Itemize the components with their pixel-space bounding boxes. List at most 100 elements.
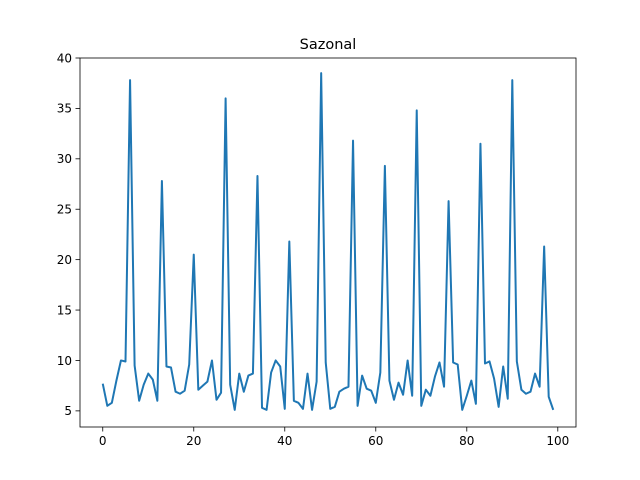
x-tick-label: 60: [368, 434, 383, 448]
data-point: [520, 389, 522, 391]
data-point: [370, 390, 372, 392]
data-point: [316, 381, 318, 383]
data-point: [161, 180, 163, 182]
data-point: [366, 388, 368, 390]
data-point: [106, 405, 108, 407]
data-point: [288, 240, 290, 242]
data-point: [206, 381, 208, 383]
data-point: [484, 362, 486, 364]
data-point: [279, 366, 281, 368]
data-point: [261, 407, 263, 409]
data-point: [452, 361, 454, 363]
x-tick-label: 40: [277, 434, 292, 448]
data-point: [493, 378, 495, 380]
data-point: [357, 405, 359, 407]
data-point: [420, 405, 422, 407]
data-point: [361, 375, 363, 377]
data-point: [516, 360, 518, 362]
data-point: [466, 395, 468, 397]
data-point: [343, 388, 345, 390]
data-point: [238, 373, 240, 375]
data-point: [256, 175, 258, 177]
data-point: [443, 386, 445, 388]
data-point: [115, 380, 117, 382]
axis-ticks: 0 20 40 60 80 100 5 10 15 20 25 30 35 40: [57, 51, 570, 448]
x-tick-label: 80: [459, 434, 474, 448]
data-point: [216, 399, 218, 401]
data-point: [448, 200, 450, 202]
data-point: [525, 393, 527, 395]
data-point: [498, 406, 500, 408]
data-point: [434, 376, 436, 378]
y-tick-label: 20: [57, 253, 72, 267]
data-point: [120, 359, 122, 361]
data-point: [384, 165, 386, 167]
data-point: [311, 409, 313, 411]
data-point: [338, 391, 340, 393]
data-point: [188, 363, 190, 365]
data-point: [247, 375, 249, 377]
data-point: [143, 384, 145, 386]
data-point: [320, 72, 322, 74]
data-point: [243, 391, 245, 393]
data-point: [302, 408, 304, 410]
x-tick-label: 100: [546, 434, 569, 448]
y-tick-label: 10: [57, 354, 72, 368]
data-point: [134, 365, 136, 367]
data-point: [152, 379, 154, 381]
data-point: [234, 409, 236, 411]
data-point: [293, 400, 295, 402]
series-line-0: [101, 72, 555, 411]
data-point: [511, 79, 513, 81]
data-point: [388, 380, 390, 382]
data-point: [334, 406, 336, 408]
chart-title: Sazonal: [300, 37, 357, 53]
data-point: [220, 392, 222, 394]
data-point: [461, 409, 463, 411]
data-point: [352, 140, 354, 142]
data-point: [102, 383, 104, 385]
x-tick-label: 0: [99, 434, 107, 448]
data-point: [156, 400, 158, 402]
y-tick-label: 5: [64, 404, 72, 418]
data-point: [193, 254, 195, 256]
data-point: [470, 380, 472, 382]
y-tick-label: 30: [57, 152, 72, 166]
data-point: [552, 409, 554, 411]
data-point: [379, 372, 381, 374]
data-point: [284, 408, 286, 410]
y-tick-label: 25: [57, 203, 72, 217]
data-point: [489, 360, 491, 362]
data-point: [179, 393, 181, 395]
data-point: [229, 384, 231, 386]
data-point: [225, 97, 227, 99]
data-point: [429, 395, 431, 397]
data-point: [197, 389, 199, 391]
data-point: [325, 361, 327, 363]
axes-frame: [79, 57, 577, 428]
data-point: [393, 399, 395, 401]
data-point: [147, 373, 149, 375]
data-point: [175, 391, 177, 393]
data-point: [211, 359, 213, 361]
data-point: [129, 79, 131, 81]
data-point: [425, 389, 427, 391]
data-point: [407, 359, 409, 361]
data-point: [184, 390, 186, 392]
data-point: [534, 373, 536, 375]
data-point: [543, 246, 545, 248]
data-point: [438, 361, 440, 363]
data-point: [411, 395, 413, 397]
data-point: [347, 386, 349, 388]
data-point: [111, 402, 113, 404]
data-point: [138, 400, 140, 402]
data-point: [165, 366, 167, 368]
data-point: [329, 408, 331, 410]
data-point: [502, 366, 504, 368]
data-point: [398, 382, 400, 384]
data-point: [297, 402, 299, 404]
data-point: [307, 373, 309, 375]
x-tick-label: 20: [186, 434, 201, 448]
